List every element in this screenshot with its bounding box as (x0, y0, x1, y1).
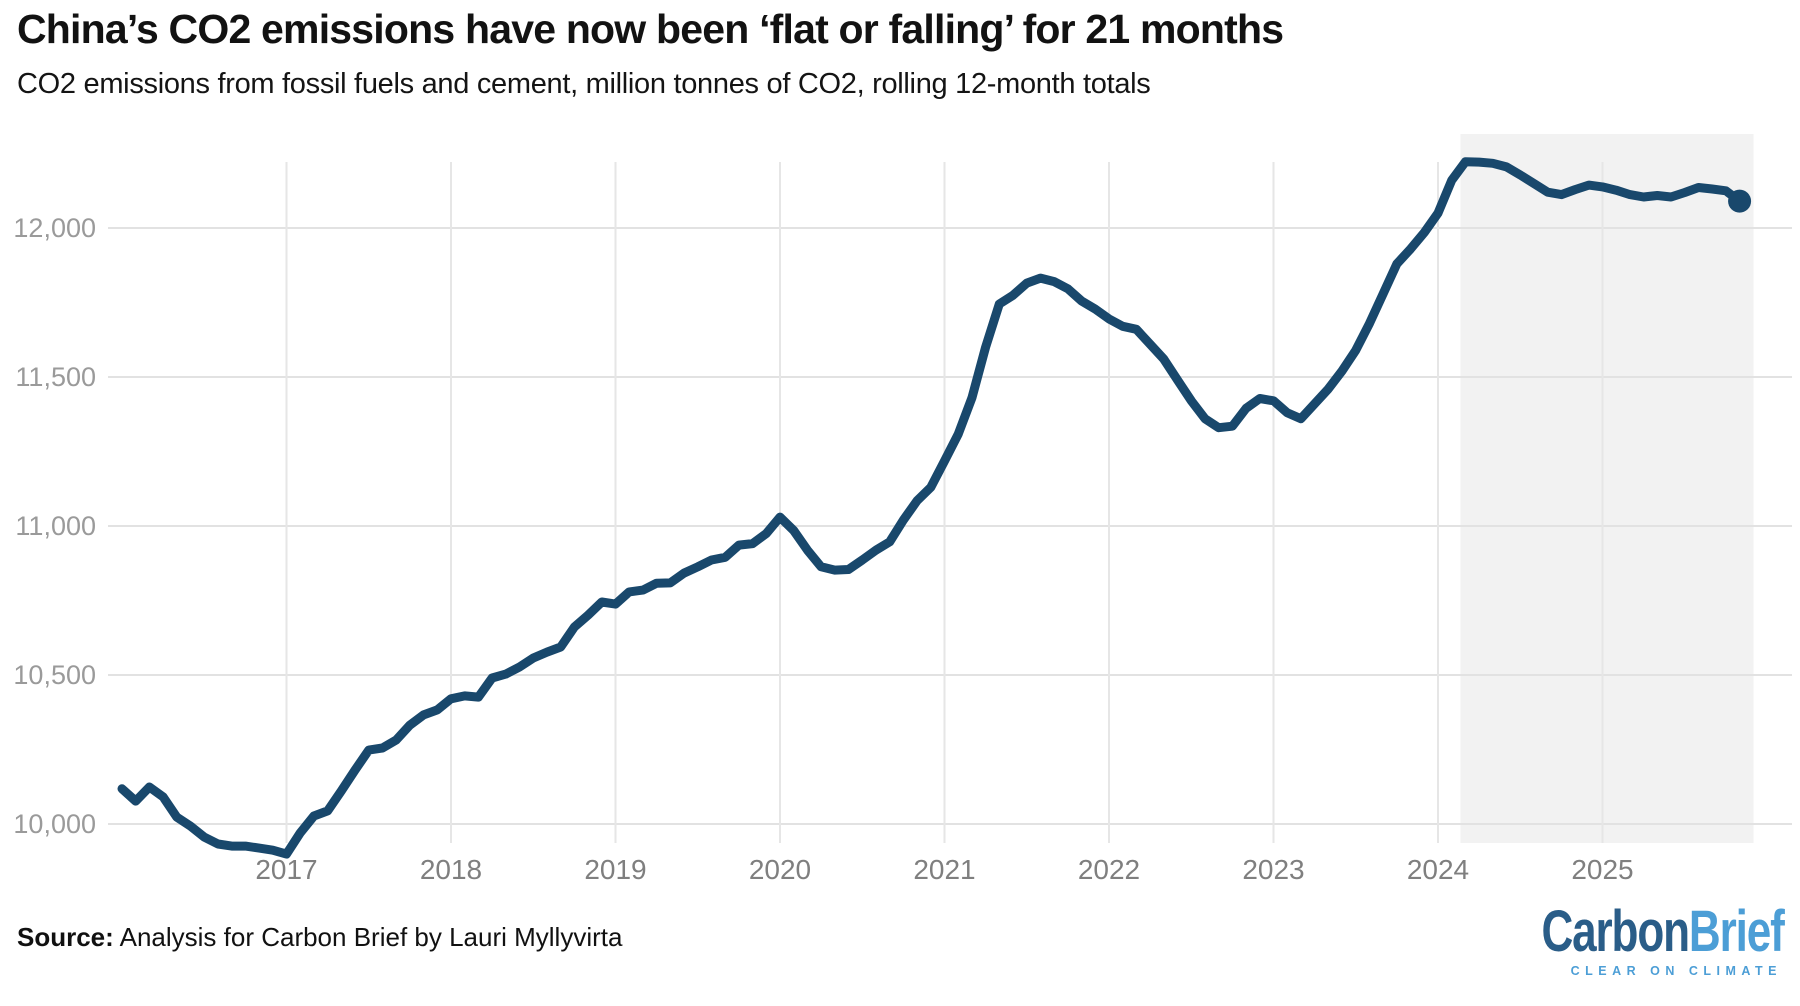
y-axis-label: 10,500 (13, 660, 96, 690)
chart-subtitle: CO2 emissions from fossil fuels and ceme… (17, 68, 1151, 100)
x-axis-label: 2025 (1571, 854, 1633, 885)
source-note: Source: Analysis for Carbon Brief by Lau… (17, 922, 622, 953)
logo-brief-text: Brief (1689, 899, 1785, 964)
carbonbrief-wordmark: CarbonBrief (1542, 903, 1785, 961)
y-axis-label: 10,000 (13, 809, 96, 839)
x-axis-label: 2021 (913, 854, 975, 885)
emissions-line (117, 157, 1745, 859)
x-axis-label: 2020 (749, 854, 811, 885)
x-axis-label: 2017 (255, 854, 317, 885)
x-axis-label: 2023 (1242, 854, 1304, 885)
highlight-band (1460, 134, 1754, 843)
latest-point-dot (1728, 189, 1752, 213)
x-axis-label: 2024 (1407, 854, 1469, 885)
carbonbrief-logo: CarbonBrief CLEAR ON CLIMATE (1465, 903, 1785, 979)
y-axis-label: 11,500 (15, 362, 96, 392)
x-axis-label: 2022 (1078, 854, 1140, 885)
x-axis-label: 2019 (584, 854, 646, 885)
y-axis-label: 11,000 (15, 511, 96, 541)
logo-tagline: CLEAR ON CLIMATE (1570, 964, 1782, 978)
y-axis-label: 12,000 (13, 213, 96, 243)
chart-title: China’s CO2 emissions have now been ‘fla… (17, 6, 1284, 52)
logo-carbon-text: Carbon (1541, 899, 1691, 964)
source-label: Source: (17, 922, 114, 952)
source-text: Analysis for Carbon Brief by Lauri Mylly… (113, 922, 623, 952)
x-axis-label: 2018 (420, 854, 482, 885)
